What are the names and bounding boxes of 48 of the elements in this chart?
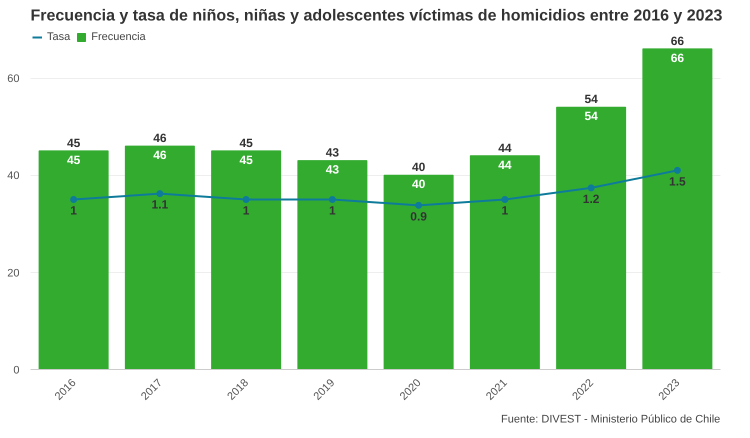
data-label: 1 (242, 204, 250, 218)
legend-label: Tasa (47, 31, 70, 43)
data-label: 1 (502, 204, 509, 218)
bar (211, 150, 282, 370)
annotation: 44 (498, 158, 512, 172)
point (242, 196, 250, 203)
annotation: 45 (66, 152, 81, 167)
bar (38, 150, 109, 370)
annotation: 54 (584, 109, 598, 124)
data-label: 46 (153, 131, 167, 146)
data-label: 66 (670, 34, 684, 48)
annotation: 66 (670, 50, 684, 65)
chart-title: Frecuencia y tasa de niños, niñas y adolescentes víctimas de homicidios entre 2016 y 2023 (30, 8, 722, 24)
data-label: 1.1 (152, 198, 169, 212)
source-note: Fuente: DIVEST - Ministerio Público de Chile (501, 414, 720, 426)
point (70, 196, 78, 203)
point (415, 202, 422, 209)
bar (124, 146, 195, 370)
data-label: 43 (326, 146, 340, 160)
data-label: 45 (239, 136, 254, 150)
data-label: 54 (584, 92, 598, 106)
point (328, 196, 336, 203)
data-label: 45 (66, 136, 81, 150)
data-label: 40 (412, 160, 426, 174)
point (674, 166, 681, 174)
y-tick-label: 60 (7, 73, 20, 86)
data-label: 44 (498, 140, 512, 155)
data-label: 1.5 (669, 174, 686, 188)
y-tick-label: 20 (7, 267, 20, 280)
annotation: 46 (153, 148, 167, 162)
data-label: 1 (329, 204, 336, 218)
annotation: 45 (239, 152, 254, 167)
bar (297, 160, 368, 370)
y-tick-label: 0 (13, 364, 20, 376)
bar (556, 106, 626, 370)
data-label: 1.2 (582, 192, 600, 206)
bar (470, 155, 540, 370)
point (156, 190, 164, 198)
legend-label: Frecuencia (91, 31, 146, 43)
bar (384, 174, 454, 370)
point (588, 184, 595, 192)
data-label: 1 (70, 204, 78, 218)
point (501, 196, 508, 203)
annotation: 43 (326, 162, 340, 177)
data-label: 0.9 (410, 209, 428, 224)
annotation: 40 (412, 177, 426, 192)
y-tick-label: 40 (7, 170, 20, 182)
bar (642, 48, 712, 370)
